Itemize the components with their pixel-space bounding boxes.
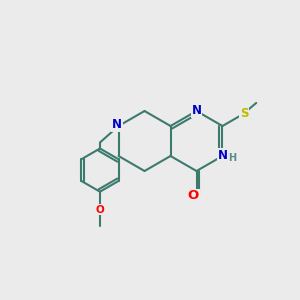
Text: N: N — [112, 118, 122, 131]
Text: N: N — [218, 149, 227, 162]
Text: S: S — [240, 107, 248, 120]
Text: O: O — [188, 189, 199, 203]
Text: O: O — [96, 205, 104, 215]
Text: H: H — [228, 153, 236, 164]
Text: N: N — [191, 104, 202, 118]
